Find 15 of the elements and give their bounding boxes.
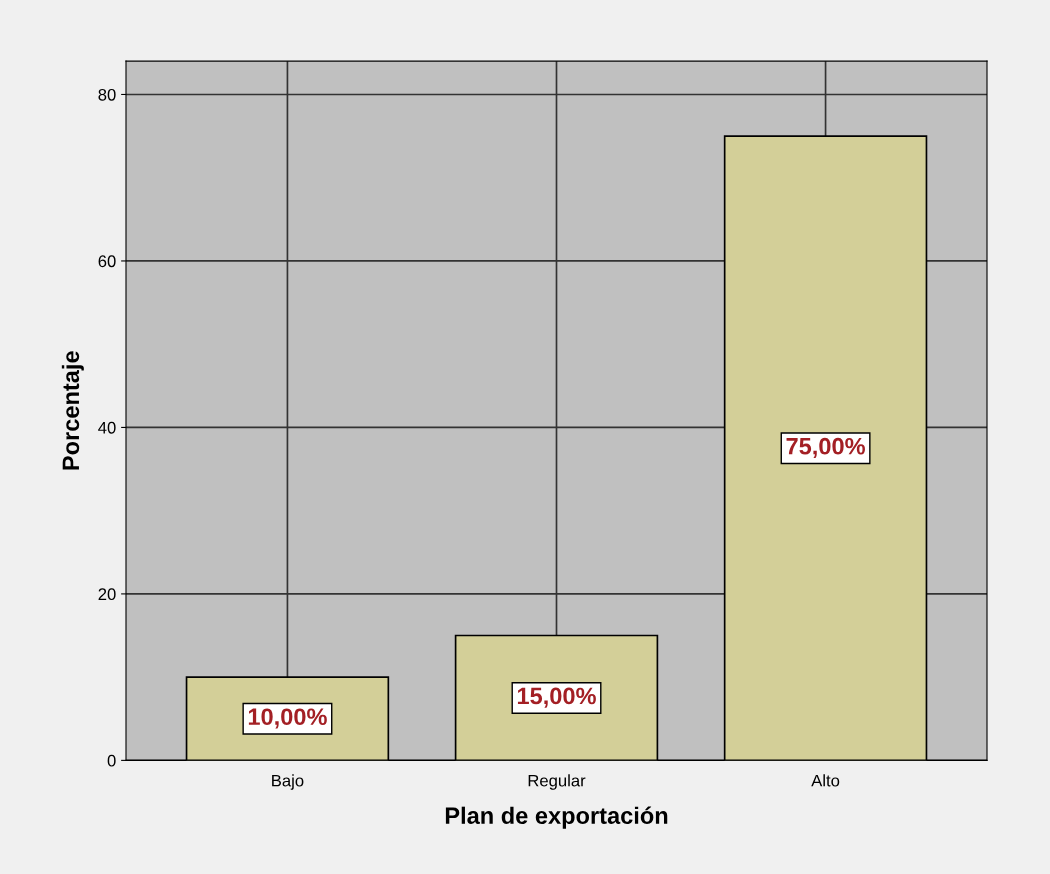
y-tick-label: 40 xyxy=(98,421,116,434)
x-axis-title: Plan de exportación xyxy=(445,806,668,829)
y-axis-title: Porcentaje xyxy=(61,351,84,470)
bar xyxy=(454,634,659,761)
data-label: 75,00% xyxy=(786,437,865,458)
x-tick-label: Alto xyxy=(811,774,840,787)
bar xyxy=(723,135,928,761)
y-tick-label: 60 xyxy=(98,255,116,268)
y-tick-label: 20 xyxy=(98,588,116,601)
x-tick-label: Bajo xyxy=(272,774,304,790)
data-label: 15,00% xyxy=(517,687,596,708)
x-tick-label: Regular xyxy=(528,774,586,790)
y-tick-label: 0 xyxy=(107,754,116,767)
data-label: 10,00% xyxy=(248,708,327,729)
y-tick-label: 80 xyxy=(98,88,116,101)
